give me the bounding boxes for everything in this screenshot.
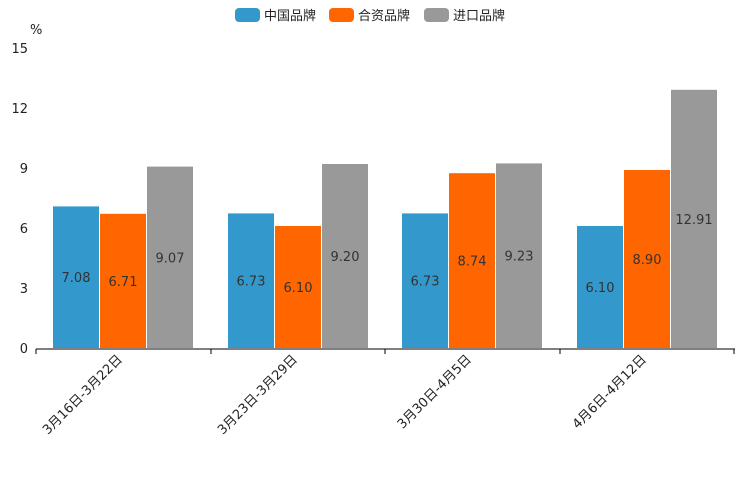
- bar-2-3: [449, 173, 495, 348]
- data-label: 9.23: [505, 250, 534, 265]
- y-tick-label: 15: [11, 42, 28, 57]
- bar-2-4: [624, 170, 670, 348]
- y-tick-label: 12: [11, 102, 28, 117]
- x-axis: 3月16日-3月22日 3月23日-3月29日 3月30日-4月5日 4月6日-4月1…: [35, 348, 735, 438]
- bar-3-3: [496, 163, 542, 348]
- bar-3-2: [322, 164, 368, 348]
- bar-1-3: [402, 213, 448, 348]
- y-tick-label: 9: [20, 162, 28, 177]
- data-label: 7.08: [62, 271, 91, 286]
- x-tick-label: 3月23日-3月29日: [215, 352, 301, 438]
- data-label: 6.73: [411, 275, 440, 290]
- data-label: 12.91: [675, 213, 712, 228]
- bar-1-1: [53, 206, 99, 348]
- data-label: 9.20: [331, 250, 360, 265]
- data-label: 6.73: [237, 275, 266, 290]
- bar-3-4: [671, 89, 717, 349]
- data-label: 6.10: [586, 281, 615, 296]
- legend-label-1: 中国品牌: [264, 8, 316, 24]
- data-label: 8.90: [633, 253, 662, 268]
- y-tick-label: 6: [20, 222, 28, 237]
- bar-1-2: [228, 213, 274, 348]
- y-axis-unit-label: %: [30, 23, 42, 38]
- plot-area: 7.08 6.71 9.07 6.73 6.10 9.20 6.73 8.74 9.23 6.10…: [53, 89, 717, 349]
- x-tick-label: 3月16日-3月22日: [40, 352, 126, 438]
- data-label: 6.71: [109, 275, 138, 290]
- x-tick-label: 3月30日-4月5日: [395, 352, 475, 432]
- x-tick-label: 4月6日-4月12日: [570, 352, 650, 432]
- data-label: 9.07: [156, 251, 185, 266]
- y-axis: 0 3 6 9 12 15: [11, 42, 28, 357]
- y-tick-label: 0: [20, 342, 28, 357]
- legend-swatch-3: [424, 8, 449, 22]
- data-label: 8.74: [458, 255, 487, 270]
- legend: 中国品牌 合资品牌 进口品牌: [235, 8, 505, 24]
- legend-swatch-1: [235, 8, 260, 22]
- legend-label-3: 进口品牌: [453, 8, 505, 24]
- data-label: 6.10: [284, 281, 313, 296]
- bar-1-4: [577, 226, 623, 348]
- bar-2-1: [100, 213, 146, 348]
- legend-swatch-2: [329, 8, 354, 22]
- y-tick-label: 3: [20, 282, 28, 297]
- bar-3-1: [147, 166, 193, 348]
- bar-2-2: [275, 226, 321, 348]
- legend-label-2: 合资品牌: [358, 8, 410, 24]
